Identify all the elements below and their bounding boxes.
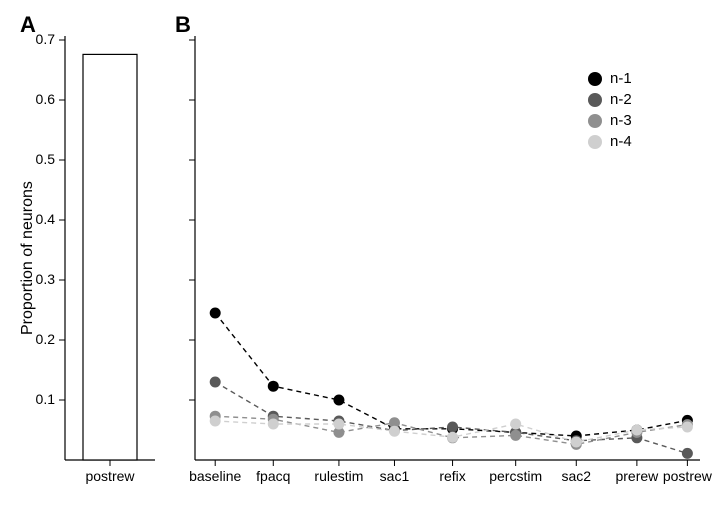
legend-item: n-4 — [588, 133, 632, 150]
panel-b-category-label: baseline — [189, 468, 241, 484]
panel-b-category-label: sac1 — [380, 468, 410, 484]
panel-b-category-label: percstim — [489, 468, 542, 484]
y-tick-label: 0.5 — [27, 151, 55, 167]
legend: n-1 n-2 n-3 n-4 — [588, 70, 632, 154]
legend-marker-icon — [588, 93, 602, 107]
legend-item: n-2 — [588, 91, 632, 108]
y-tick-label: 0.6 — [27, 91, 55, 107]
y-tick-label: 0.4 — [27, 211, 55, 227]
legend-marker-icon — [588, 135, 602, 149]
legend-marker-icon — [588, 72, 602, 86]
legend-marker-icon — [588, 114, 602, 128]
legend-item: n-1 — [588, 70, 632, 87]
y-tick-label: 0.3 — [27, 271, 55, 287]
legend-label: n-3 — [610, 112, 632, 129]
panel-b-category-label: postrew — [663, 468, 712, 484]
panel-b-category-label: refix — [439, 468, 465, 484]
panel-b-category-label: fpacq — [256, 468, 290, 484]
panel-a-category-label: postrew — [85, 468, 134, 484]
y-tick-label: 0.7 — [27, 31, 55, 47]
panel-b-category-label: rulestim — [314, 468, 363, 484]
legend-item: n-3 — [588, 112, 632, 129]
y-tick-label: 0.2 — [27, 331, 55, 347]
legend-label: n-2 — [610, 91, 632, 108]
panel-b-category-label: prerew — [615, 468, 658, 484]
y-tick-label: 0.1 — [27, 391, 55, 407]
panel-b-category-label: sac2 — [561, 468, 591, 484]
legend-label: n-4 — [610, 133, 632, 150]
legend-label: n-1 — [610, 70, 632, 87]
